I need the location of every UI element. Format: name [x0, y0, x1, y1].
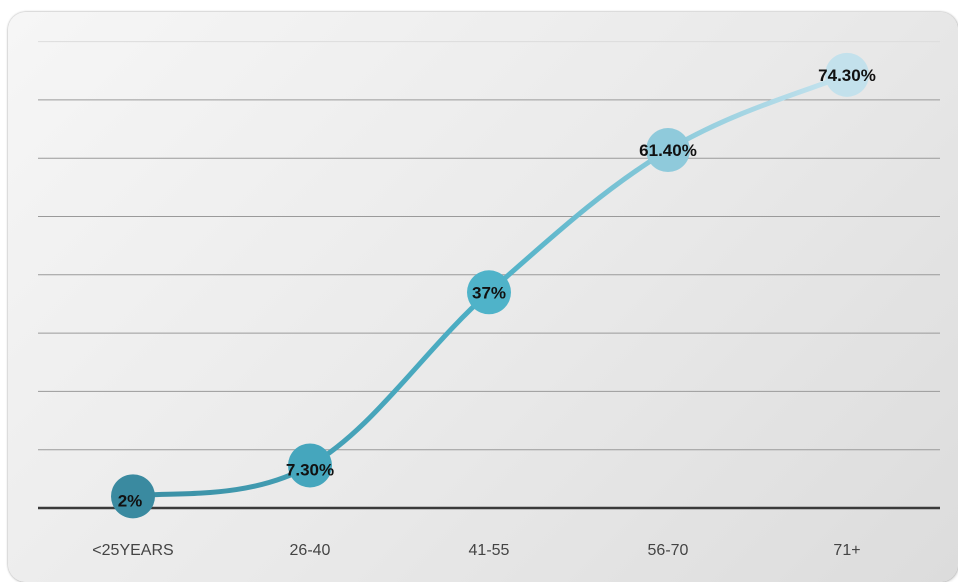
- gridlines: [38, 41, 940, 510]
- data-label-3: 61.40%: [639, 141, 697, 160]
- data-points: [111, 52, 869, 519]
- x-tick-label-3: 56-70: [648, 542, 689, 559]
- data-label-0: 2%: [118, 491, 143, 510]
- x-tick-label-2: 41-55: [469, 542, 510, 559]
- data-label-1: 7.30%: [286, 460, 334, 479]
- data-point-3: [646, 128, 690, 173]
- data-label-4: 74.30%: [818, 66, 876, 85]
- x-tick-label-4: 71+: [833, 542, 860, 559]
- data-point-2: [467, 270, 511, 315]
- x-tick-label-1: 26-40: [290, 542, 331, 559]
- data-point-0: [111, 474, 155, 519]
- x-axis-tick-labels: <25YEARS 26-40 41-55 56-70 71+: [92, 542, 860, 559]
- data-labels: 2% 7.30% 37% 61.40% 74.30%: [118, 66, 876, 511]
- data-point-1: [288, 443, 332, 488]
- x-tick-label-0: <25YEARS: [92, 542, 173, 559]
- data-point-4: [825, 52, 869, 97]
- data-label-2: 37%: [472, 283, 506, 302]
